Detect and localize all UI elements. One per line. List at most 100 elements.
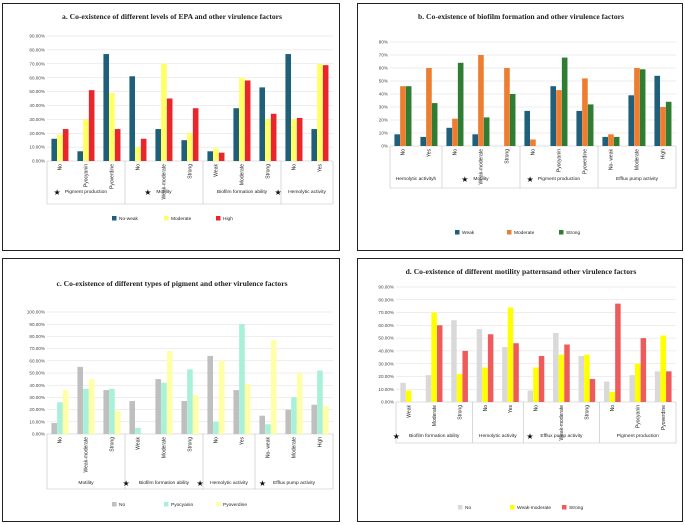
- bar: [550, 86, 557, 146]
- legend-label: No: [119, 502, 125, 508]
- bar: [57, 134, 63, 161]
- bar: [533, 367, 539, 402]
- bar: [509, 94, 516, 146]
- chart-a: a. Co-existence of different levels of E…: [29, 12, 334, 222]
- bar: [270, 340, 277, 434]
- bar: [584, 354, 590, 402]
- x-category-label: Yes: [240, 437, 246, 446]
- x-category-label: Weak-moderate: [479, 149, 485, 185]
- bar: [103, 54, 110, 161]
- chart-panel-b: b. Co-existence of biofilm formation and…: [357, 3, 683, 251]
- x-category-label: High: [661, 149, 667, 160]
- chart-title: c. Co-existence of different types of pi…: [56, 279, 287, 288]
- bar: [233, 390, 240, 434]
- y-tick-label: 70.00%: [29, 346, 45, 351]
- significance-star-icon: ★: [123, 479, 130, 488]
- y-tick-label: 10%: [379, 131, 388, 136]
- bar: [207, 355, 214, 434]
- x-category-label: Yes: [427, 149, 433, 158]
- bar: [457, 62, 464, 146]
- bar: [504, 68, 510, 146]
- bar: [62, 129, 69, 161]
- group-label: Motility: [156, 189, 172, 195]
- x-category-label: Strong: [188, 437, 194, 452]
- y-tick-label: 0.00%: [32, 159, 45, 164]
- x-category-label: Strong: [188, 164, 194, 179]
- legend-swatch: [455, 230, 460, 235]
- x-category-label: No: [58, 164, 64, 171]
- x-category-label: No: [534, 405, 540, 412]
- bar: [296, 373, 303, 434]
- group-label: Biofilm formation ability: [217, 189, 268, 195]
- bar: [582, 78, 588, 146]
- legend-swatch: [164, 502, 169, 507]
- bar: [114, 129, 121, 161]
- bar: [285, 54, 292, 161]
- legend-swatch: [164, 216, 169, 221]
- bar: [660, 107, 666, 146]
- bar: [265, 119, 271, 161]
- legend-label: No: [465, 505, 471, 511]
- bar: [420, 136, 427, 146]
- bar: [476, 329, 483, 402]
- y-tick-label: 50%: [379, 79, 388, 84]
- x-category-label: Pyoverdine: [661, 405, 667, 430]
- x-category-label: Pyocyanin: [557, 149, 563, 172]
- bar: [213, 421, 219, 434]
- y-tick-label: 80.00%: [378, 297, 394, 302]
- chart-title: b. Co-existence of biofilm formation and…: [418, 12, 624, 21]
- x-category-label: Pyoverdine: [583, 149, 589, 174]
- bar: [425, 375, 432, 402]
- group-label: Pigment production: [538, 176, 580, 182]
- legend-label: High: [223, 216, 233, 222]
- bar: [129, 76, 136, 161]
- bar: [207, 151, 214, 161]
- chart-panel-a: a. Co-existence of different levels of E…: [2, 3, 340, 251]
- legend-swatch: [112, 502, 117, 507]
- y-tick-label: 40%: [379, 92, 388, 97]
- bar: [456, 373, 463, 402]
- y-tick-label: 60.00%: [378, 323, 394, 328]
- bar: [634, 68, 640, 146]
- group-label: Pigment production: [617, 433, 659, 439]
- bar: [77, 151, 84, 161]
- legend-label: Weak-moderate: [517, 505, 551, 511]
- legend-label: Weak: [462, 230, 475, 236]
- bar: [472, 134, 479, 146]
- x-category-label: Strong: [266, 164, 272, 179]
- bar: [103, 390, 110, 434]
- bar: [62, 390, 69, 434]
- bar: [166, 98, 173, 161]
- bar: [654, 75, 661, 146]
- significance-star-icon: ★: [144, 188, 151, 197]
- x-category-label: No: [610, 405, 616, 412]
- bar: [639, 69, 646, 146]
- x-category-label: Moderate: [635, 149, 641, 170]
- bar: [155, 379, 162, 434]
- bar: [524, 110, 531, 146]
- bar: [83, 388, 89, 434]
- bar: [394, 134, 401, 146]
- group-label: Biofilm formation ability: [139, 480, 190, 486]
- bar: [587, 104, 594, 146]
- bar: [507, 307, 514, 402]
- bar: [233, 108, 240, 161]
- group-label: Efflux pump activity: [540, 433, 583, 439]
- y-tick-label: 90.00%: [29, 322, 45, 327]
- x-category-label: Weak: [136, 437, 142, 450]
- bar: [239, 324, 245, 434]
- bar: [405, 390, 412, 402]
- y-tick-label: 30.00%: [29, 117, 45, 122]
- bar: [135, 427, 141, 434]
- bar: [218, 360, 225, 434]
- bar: [83, 119, 89, 161]
- x-category-label: No: [58, 437, 64, 444]
- significance-star-icon: ★: [259, 479, 266, 488]
- x-category-label: No- weak: [266, 437, 272, 459]
- x-category-label: Pyocyanin: [84, 164, 90, 187]
- chart-c: c. Co-existence of different types of pi…: [27, 279, 334, 508]
- bar: [109, 388, 115, 434]
- significance-star-icon: ★: [196, 479, 203, 488]
- x-category-label: Pyoverdine: [110, 164, 116, 189]
- bar: [140, 138, 147, 161]
